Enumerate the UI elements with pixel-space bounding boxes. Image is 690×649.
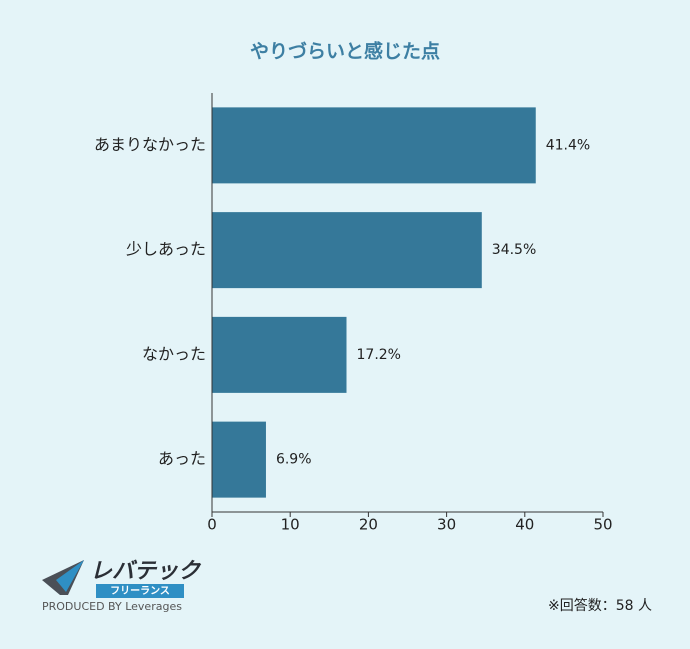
logo-credit: PRODUCED BY Leverages [42, 600, 182, 613]
logo: レバテック フリーランス PRODUCED BY Leverages [42, 559, 202, 613]
value-label: 41.4% [546, 137, 590, 153]
x-tick-label: 0 [207, 516, 217, 534]
logo-band [96, 584, 184, 598]
bar [212, 316, 347, 393]
chart-title: やりづらいと感じた点 [250, 40, 440, 63]
y-tick-label: あった [158, 449, 206, 468]
x-tick-label: 30 [437, 516, 456, 534]
bar [212, 107, 536, 184]
value-label: 17.2% [357, 347, 401, 363]
bar [212, 421, 266, 498]
logo-mark-accent [56, 560, 84, 592]
x-tick-label: 20 [359, 516, 378, 534]
bar [212, 212, 482, 289]
value-label: 34.5% [492, 242, 536, 258]
x-tick-label: 50 [593, 516, 612, 534]
note: ※回答数：58 人 [548, 597, 652, 614]
logo-text: レバテック [90, 559, 202, 584]
x-tick-label: 10 [281, 516, 300, 534]
y-tick-label: 少しあった [126, 240, 206, 259]
x-tick-label: 40 [515, 516, 534, 534]
y-tick-label: あまりなかった [94, 135, 206, 154]
value-label: 6.9% [276, 452, 312, 468]
y-tick-label: なかった [142, 344, 206, 363]
logo-subtext: フリーランス [110, 585, 170, 597]
